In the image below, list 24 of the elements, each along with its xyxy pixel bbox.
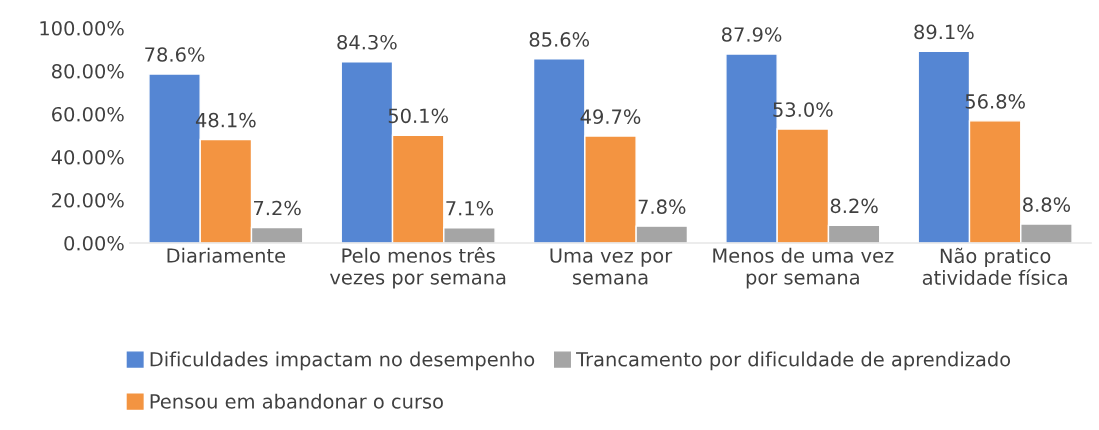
y-tick-label: 20.00%	[52, 192, 124, 208]
data-label: 78.6%	[145, 47, 205, 62]
legend-label: Dificuldades impactam no desempenho	[150, 351, 535, 371]
x-tick-label: Não pratico atividade física	[922, 247, 1067, 285]
data-label: 7.2%	[254, 200, 301, 216]
y-tick-label: 80.00%	[52, 63, 124, 79]
data-label: 84.3%	[337, 34, 397, 50]
data-label: 89.1%	[914, 24, 974, 40]
data-label: 8.2%	[830, 198, 878, 214]
legend-label: Trancamento por dificuldade de aprendizado	[576, 351, 1011, 371]
x-tick-label: Menos de uma vez por semana	[713, 247, 894, 289]
legend-label: Pensou em abandonar o curso	[150, 393, 443, 409]
data-label: 87.9%	[721, 27, 782, 42]
y-tick-label: 60.00%	[52, 106, 124, 122]
data-label: 85.6%	[529, 32, 590, 47]
x-tick-label: Diariamente	[167, 247, 286, 263]
y-tick-label: 40.00%	[51, 149, 124, 165]
data-label: 7.1%	[446, 200, 494, 216]
y-tick-label: 100.00%	[40, 20, 124, 36]
data-label: 7.8%	[638, 199, 686, 215]
x-tick-label: Uma vez por semana	[550, 248, 673, 285]
x-tick-label: Pelo menos três vezes por semana	[329, 247, 506, 289]
data-label: 8.8%	[1023, 197, 1071, 212]
y-tick-label: 0.00%	[64, 235, 124, 251]
